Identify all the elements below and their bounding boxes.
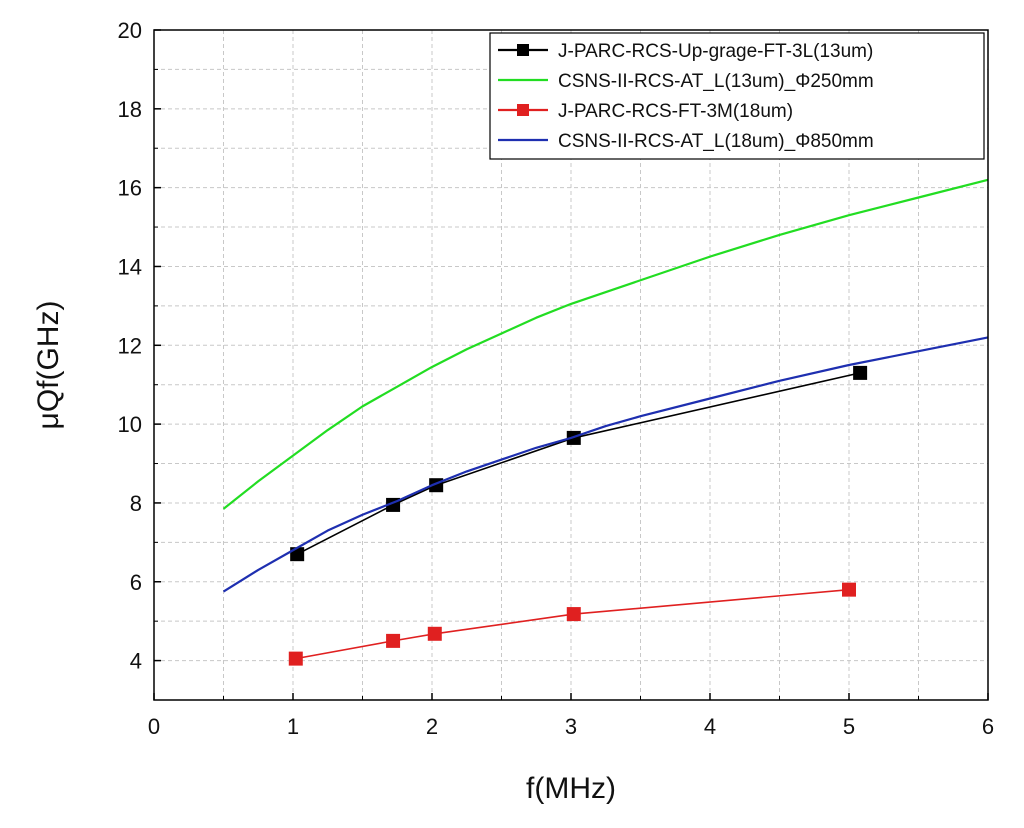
y-tick-label: 20 bbox=[118, 18, 142, 43]
x-axis-title: f(MHz) bbox=[526, 772, 616, 805]
legend-label: CSNS-II-RCS-AT_L(13um)_Φ250mm bbox=[558, 71, 874, 92]
x-tick-label: 3 bbox=[565, 714, 577, 739]
series-3-point bbox=[842, 582, 856, 597]
legend-swatch-marker bbox=[517, 44, 529, 56]
x-tick-label: 1 bbox=[287, 714, 299, 739]
legend-item: CSNS-II-RCS-AT_L(13um)_Φ250mm bbox=[498, 71, 874, 92]
series-3-point bbox=[288, 651, 303, 666]
y-tick-label: 18 bbox=[118, 97, 142, 122]
series-2-line bbox=[222, 178, 989, 510]
x-tick-label: 0 bbox=[148, 714, 160, 739]
y-tick-label: 8 bbox=[130, 491, 142, 516]
y-tick-label: 14 bbox=[118, 254, 142, 279]
series-4-line bbox=[222, 336, 989, 593]
legend-label: J-PARC-RCS-FT-3M(18um) bbox=[558, 101, 793, 122]
legend-swatch-marker bbox=[517, 104, 529, 116]
y-tick-label: 6 bbox=[130, 570, 142, 595]
y-tick-label: 12 bbox=[118, 333, 142, 358]
x-tick-label: 6 bbox=[982, 714, 994, 739]
x-tick-label: 4 bbox=[704, 714, 716, 739]
y-tick-label: 16 bbox=[118, 176, 142, 201]
legend-item: J-PARC-RCS-Up-grage-FT-3L(13um) bbox=[498, 41, 873, 62]
y-axis-title: μQf(GHz) bbox=[32, 301, 65, 430]
series-layer bbox=[222, 178, 989, 666]
legend-label: CSNS-II-RCS-AT_L(18um)_Φ850mm bbox=[558, 131, 874, 152]
legend-label: J-PARC-RCS-Up-grage-FT-3L(13um) bbox=[558, 41, 873, 62]
y-tick-label: 10 bbox=[118, 412, 142, 437]
series-1-point bbox=[290, 547, 305, 562]
series-3-point bbox=[566, 607, 581, 622]
y-tick-label: 4 bbox=[130, 649, 142, 674]
series-3-point bbox=[386, 633, 401, 648]
legend: J-PARC-RCS-Up-grage-FT-3L(13um) CSNS-II-R… bbox=[489, 32, 985, 160]
series-3-line bbox=[295, 588, 850, 660]
legend-box bbox=[489, 32, 985, 160]
x-tick-label: 2 bbox=[426, 714, 438, 739]
series-1-point bbox=[853, 365, 868, 380]
legend-item: CSNS-II-RCS-AT_L(18um)_Φ850mm bbox=[498, 131, 874, 152]
x-tick-label: 5 bbox=[843, 714, 855, 739]
series-3-point bbox=[427, 626, 442, 641]
legend-item: J-PARC-RCS-FT-3M(18um) bbox=[498, 101, 793, 122]
